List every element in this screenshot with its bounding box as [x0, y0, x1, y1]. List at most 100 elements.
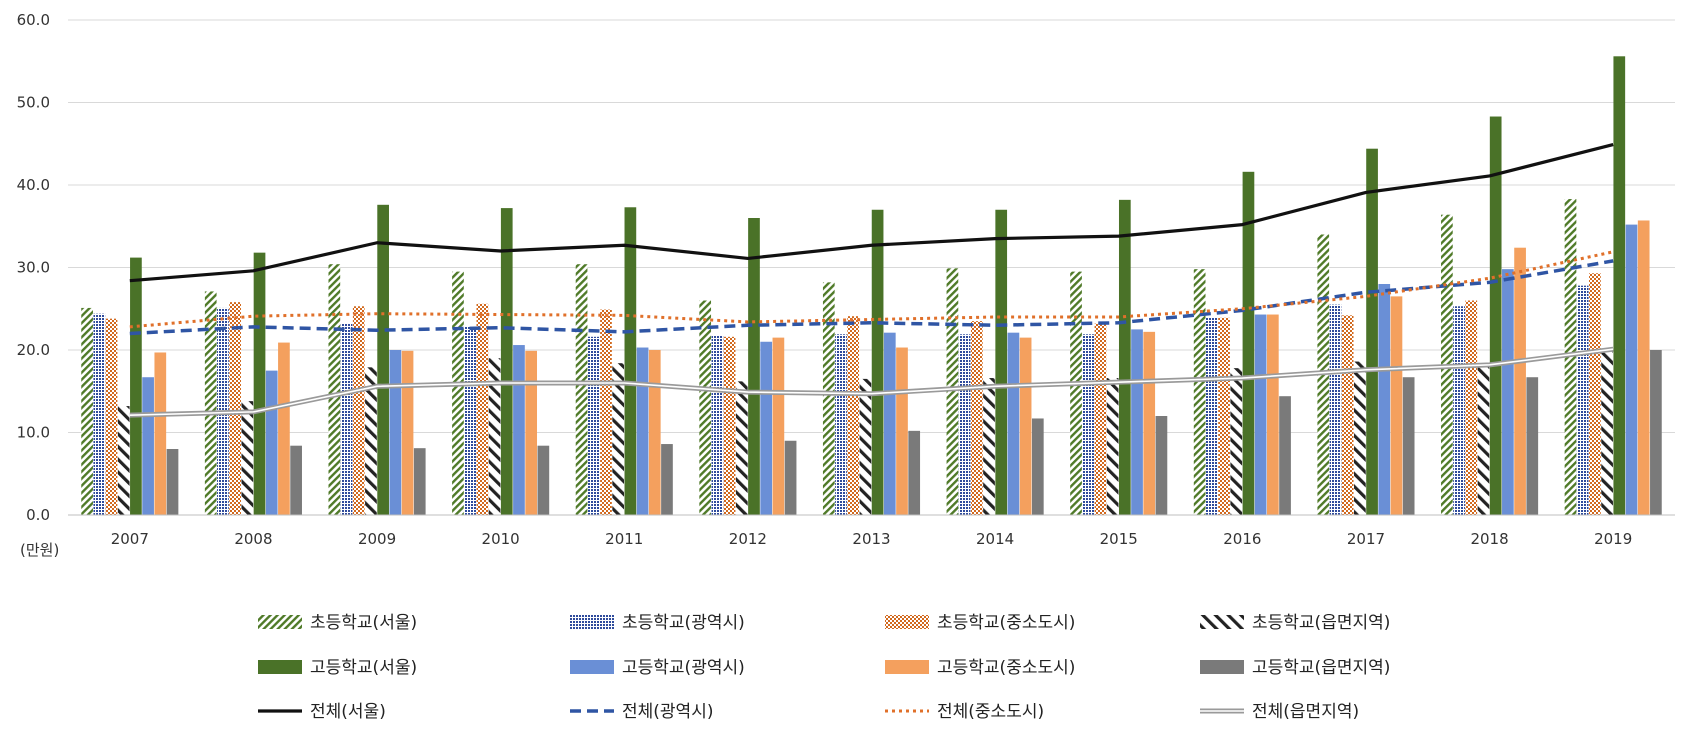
bar [1019, 337, 1032, 515]
bar [883, 332, 896, 515]
legend-label: 전체(서울) [310, 702, 386, 722]
series-line [129, 259, 1614, 336]
bar [735, 381, 748, 515]
x-tick-label: 2017 [1347, 530, 1385, 548]
bar [772, 337, 785, 515]
bar [464, 326, 477, 515]
bar [229, 302, 241, 515]
bar [1266, 314, 1279, 515]
bar [1242, 171, 1255, 516]
bar [537, 445, 550, 515]
bar [1143, 331, 1156, 515]
bar [760, 341, 773, 515]
bar [748, 218, 760, 515]
bar [1230, 368, 1243, 515]
gridlines [68, 19, 1675, 433]
legend-label: 전체(광역시) [622, 702, 713, 722]
legend-swatch [885, 660, 929, 674]
bar [1390, 296, 1403, 515]
bar [1650, 350, 1662, 515]
bar [859, 378, 872, 515]
bar [908, 430, 921, 515]
y-tick-label: 10.0 [17, 424, 50, 442]
x-tick-label: 2019 [1594, 530, 1632, 548]
legend: 초등학교(서울) 초등학교(광역시) 초등학교(중소도시) 초등학교(읍면지역) 고등학… [258, 613, 1390, 722]
bar [154, 352, 167, 515]
legend-label: 초등학교(중소도시) [937, 613, 1075, 633]
bar [648, 350, 661, 515]
bar [1613, 56, 1626, 516]
bar [413, 448, 426, 515]
bar [1514, 247, 1526, 515]
bar [946, 268, 959, 515]
bar [1341, 315, 1354, 515]
bar [204, 291, 217, 515]
x-tick-label: 2014 [976, 530, 1014, 548]
bar [278, 342, 290, 515]
bar [723, 336, 736, 515]
bar [699, 300, 712, 515]
bar [241, 401, 254, 515]
bar [1465, 300, 1478, 515]
bar [1477, 365, 1490, 515]
bar [130, 257, 142, 515]
bar [1082, 334, 1095, 515]
bar [1354, 361, 1366, 515]
bar [587, 336, 600, 515]
bar [847, 316, 860, 515]
bar [1601, 351, 1613, 515]
y-tick-label: 40.0 [17, 176, 50, 194]
y-tick-label: 0.0 [26, 506, 50, 524]
x-tick-label: 2016 [1223, 530, 1261, 548]
bar [896, 347, 908, 515]
bar [142, 377, 154, 515]
bar [624, 207, 637, 515]
bar [958, 334, 971, 515]
bar [1007, 332, 1020, 515]
y-tick-label: 50.0 [17, 94, 50, 112]
bar [661, 444, 673, 515]
bar [1205, 317, 1218, 515]
x-tick-label: 2009 [358, 530, 396, 548]
legend-label: 초등학교(읍면지역) [1252, 613, 1390, 633]
bar [525, 350, 538, 515]
bar [1489, 116, 1502, 516]
series-line [129, 143, 1614, 283]
bar [612, 363, 625, 515]
bar [389, 350, 402, 515]
bar [93, 313, 106, 515]
bar [401, 350, 414, 515]
bar [1378, 284, 1391, 515]
bar [513, 345, 525, 515]
x-axis-ticks: 2007 2008 2009 2010 2011 2012 2013 2014 2015 2016… [111, 530, 1633, 548]
bar [1070, 271, 1082, 515]
series-line [129, 250, 1614, 329]
bar [1329, 304, 1342, 515]
legend-swatch [1200, 615, 1244, 629]
legend-label: 초등학교(광역시) [622, 613, 745, 633]
y-axis-ticks: 0.0 10.0 20.0 30.0 40.0 50.0 60.0 [17, 11, 50, 524]
bar [1106, 378, 1119, 515]
bar [995, 209, 1008, 515]
bar [328, 264, 341, 515]
legend-label: 전체(읍면지역) [1252, 702, 1359, 722]
bar [1625, 224, 1638, 515]
x-tick-label: 2010 [482, 530, 520, 548]
legend-label: 고등학교(읍면지역) [1252, 658, 1390, 678]
bar [265, 370, 278, 515]
bar [970, 321, 983, 515]
x-tick-label: 2012 [729, 530, 767, 548]
bar [1402, 377, 1415, 515]
bar [1502, 269, 1514, 515]
y-tick-label: 60.0 [17, 11, 50, 29]
bar [476, 303, 489, 515]
bar [452, 271, 464, 515]
x-tick-label: 2007 [111, 530, 149, 548]
bar [1526, 377, 1539, 515]
bar [117, 406, 130, 515]
legend-label: 고등학교(광역시) [622, 658, 745, 678]
legend-swatch [1200, 660, 1244, 674]
legend-label: 전체(중소도시) [937, 702, 1044, 722]
bar [1366, 148, 1378, 515]
bar [983, 378, 995, 515]
